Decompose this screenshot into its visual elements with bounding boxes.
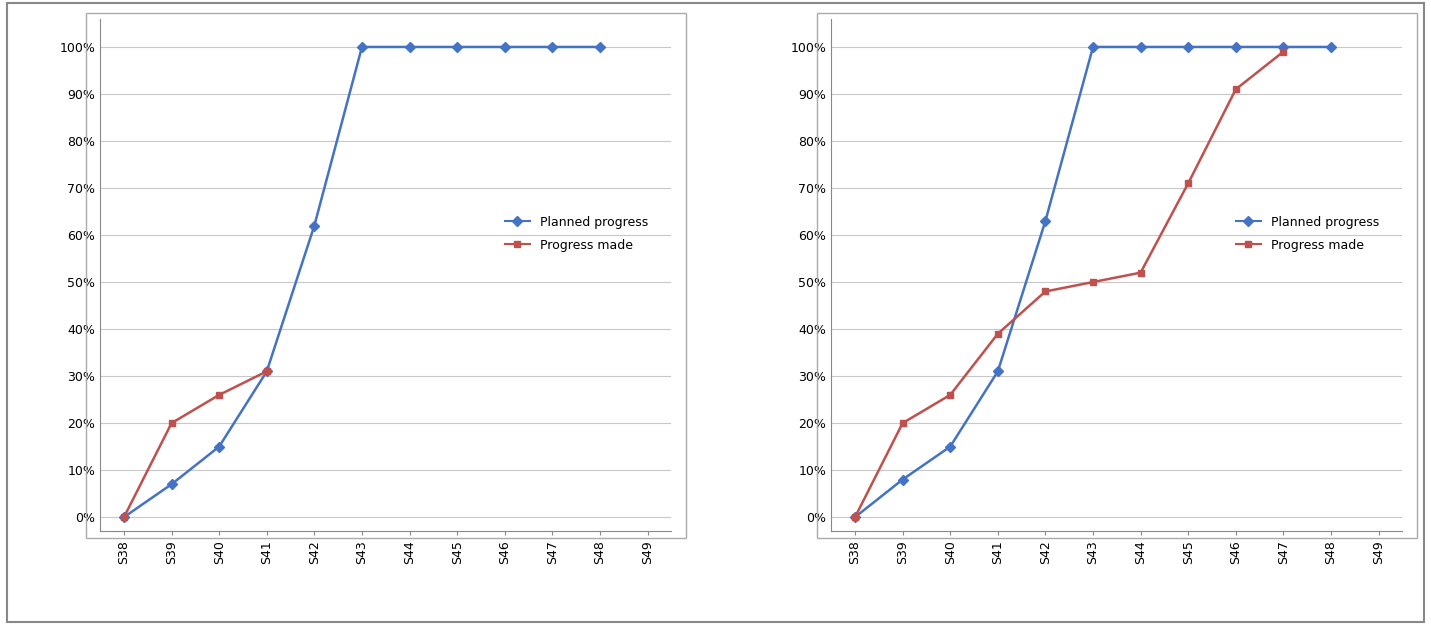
Planned progress (1179, 43, 1196, 51)
Progress made (847, 513, 864, 521)
Line: Planned progress: Planned progress (851, 44, 1335, 521)
Legend: Planned progress, Progress made: Planned progress, Progress made (505, 216, 648, 252)
Planned progress (591, 43, 608, 51)
Progress made (1228, 86, 1245, 93)
Planned progress (306, 222, 323, 229)
Planned progress (1132, 43, 1149, 51)
Progress made (163, 419, 180, 427)
Progress made (1179, 179, 1196, 187)
Planned progress (163, 481, 180, 488)
Planned progress (894, 476, 912, 483)
Line: Progress made: Progress made (851, 48, 1286, 521)
Planned progress (401, 43, 418, 51)
Progress made (210, 391, 228, 399)
Planned progress (448, 43, 465, 51)
Planned progress (989, 368, 1006, 375)
Planned progress (942, 443, 959, 451)
Planned progress (353, 43, 371, 51)
Planned progress (116, 513, 133, 521)
Planned progress (258, 368, 275, 375)
Progress made (1037, 288, 1055, 295)
Progress made (1132, 269, 1149, 276)
Progress made (989, 330, 1006, 338)
Progress made (894, 419, 912, 427)
Planned progress (1275, 43, 1292, 51)
Planned progress (1085, 43, 1102, 51)
Progress made (258, 368, 275, 375)
Line: Planned progress: Planned progress (120, 44, 604, 521)
Planned progress (847, 513, 864, 521)
Progress made (1085, 278, 1102, 286)
Planned progress (1037, 217, 1055, 224)
Legend: Planned progress, Progress made: Planned progress, Progress made (1236, 216, 1379, 252)
Planned progress (210, 443, 228, 451)
Planned progress (497, 43, 514, 51)
Line: Progress made: Progress made (120, 368, 270, 521)
Progress made (942, 391, 959, 399)
Planned progress (1322, 43, 1339, 51)
Progress made (116, 513, 133, 521)
Progress made (1275, 48, 1292, 56)
Planned progress (1228, 43, 1245, 51)
Planned progress (544, 43, 561, 51)
